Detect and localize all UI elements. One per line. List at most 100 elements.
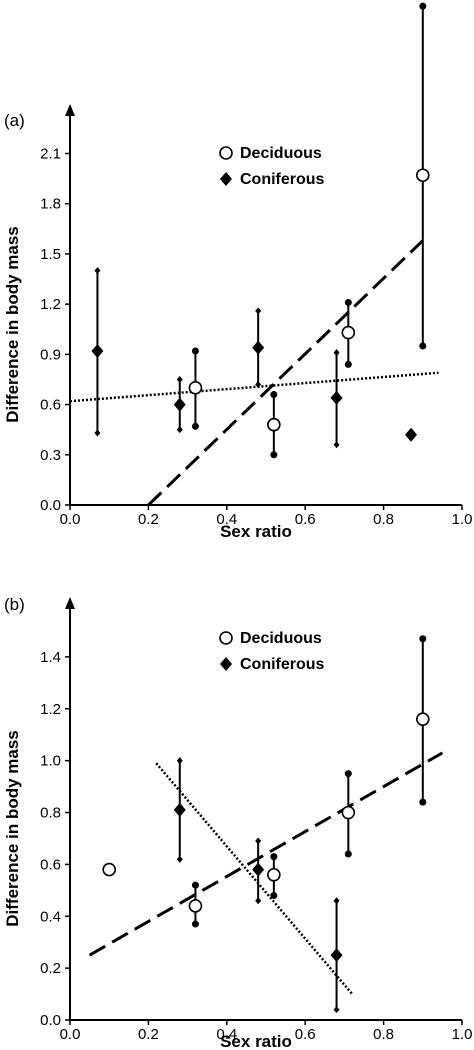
y-tick-label: 0.8 [40,805,61,822]
coniferous-point [330,948,343,963]
coniferous-error-cap [333,897,340,905]
coniferous-point [91,344,104,358]
coniferous-error-cap [333,441,340,449]
y-tick-label: 0.4 [40,908,61,925]
deciduous-point [267,867,281,882]
coniferous-error-cap [255,837,262,845]
x-axis-title: Sex ratio [220,1032,292,1050]
y-axis-arrow [65,104,75,116]
deciduous-point [102,862,116,877]
y-axis-arrow [65,597,75,609]
legend-deciduous-label: Deciduous [240,145,322,162]
deciduous-error-cap [419,635,427,643]
deciduous-error-cap [419,2,427,10]
legend-coniferous-label: Coniferous [240,171,325,188]
chart-panel-a: 0.0 0.2 0.4 0.6 0.8 1.0 0.0 0.3 0.6 0.9 1.2 1.5 1.8 2… [3,2,473,541]
y-tick-label: 0.9 [40,346,61,363]
coniferous-trend-line [155,762,354,995]
deciduous-error-cap [191,881,199,889]
y-tick-label: 2.1 [40,145,61,162]
coniferous-error-cap [255,897,262,905]
y-tick-label: 0.2 [40,960,61,977]
x-tick-label: 0.0 [60,511,81,528]
coniferous-point [330,390,343,405]
deciduous-error-cap [191,422,199,430]
y-axis-title: Difference in body mass [3,730,22,927]
coniferous-error-cap [176,855,183,863]
deciduous-error-cap [270,391,278,399]
legend: Deciduous Coniferous [219,630,325,673]
coniferous-point [252,340,265,355]
panel-label: (b) [4,595,25,614]
x-tick-label: 0.0 [60,1026,81,1043]
legend: Deciduous Coniferous [219,145,325,188]
chart-panel-b: 0.0 0.2 0.4 0.6 0.8 1.0 0.0 0.2 0.4 0.6 0.8 1.0 1.2 1… [3,595,472,1050]
coniferous-error-cap [176,757,183,765]
x-tick-label: 0.2 [138,511,159,528]
y-tick-label: 0.0 [40,497,61,514]
deciduous-error-cap [419,342,427,350]
deciduous-point [341,805,356,820]
y-tick-label: 1.2 [40,296,61,313]
y-tick-label: 0.3 [40,447,61,464]
legend-deciduous-label: Deciduous [240,630,322,647]
coniferous-trend-line [69,371,439,403]
deciduous-point [188,899,203,913]
deciduous-trend-line [88,751,444,957]
deciduous-error-cap [191,347,199,355]
deciduous-point [188,381,203,395]
x-axis-title: Sex ratio [220,522,292,541]
x-tick-label: 0.8 [373,1026,394,1043]
coniferous-error-cap [255,380,262,388]
deciduous-point [267,417,281,432]
coniferous-error-cap [94,429,101,437]
coniferous-error-cap [255,307,262,315]
legend-coniferous-marker [220,657,232,671]
coniferous-point [173,802,186,817]
y-tick-label: 1.2 [40,701,61,718]
deciduous-point [415,168,430,183]
legend-deciduous-marker [219,146,233,160]
x-tick-label: 0.8 [373,511,394,528]
coniferous-error-cap [176,375,183,383]
x-tick-label: 1.0 [452,1026,473,1043]
deciduous-error-cap [270,892,278,900]
deciduous-error-cap [344,770,352,778]
x-tick-label: 0.4 [216,1026,237,1043]
deciduous-error-cap [191,920,199,928]
y-tick-label: 1.0 [40,753,61,770]
y-tick-label: 0.0 [40,1012,61,1029]
x-tick-label: 0.6 [295,1026,316,1043]
x-tick-label: 0.6 [295,511,316,528]
coniferous-error-cap [333,349,340,357]
deciduous-error-cap [344,360,352,368]
legend-coniferous-label: Coniferous [240,656,325,673]
coniferous-point [405,427,418,442]
y-tick-label: 0.6 [40,856,61,873]
x-tick-label: 0.4 [216,511,237,528]
coniferous-error-cap [94,267,101,275]
y-tick-label: 0.6 [40,397,61,414]
deciduous-error-cap [344,850,352,858]
deciduous-point [415,712,430,726]
coniferous-point [173,397,186,412]
y-tick-label: 1.5 [40,246,61,263]
coniferous-error-cap [176,426,183,434]
deciduous-trend-line [147,239,424,507]
y-tick-label: 1.8 [40,196,61,213]
deciduous-point [341,325,356,340]
x-tick-label: 1.0 [452,511,473,528]
coniferous-point [252,862,265,877]
deciduous-error-cap [270,451,278,459]
deciduous-error-cap [419,798,427,806]
deciduous-error-cap [344,298,352,306]
panel-label: (a) [4,111,25,130]
coniferous-error-cap [333,1006,340,1014]
legend-coniferous-marker [220,172,232,186]
y-axis-title: Difference in body mass [3,226,22,423]
x-tick-label: 0.2 [138,1026,159,1043]
deciduous-error-cap [270,853,278,861]
y-tick-label: 1.4 [40,649,61,666]
legend-deciduous-marker [219,631,233,645]
